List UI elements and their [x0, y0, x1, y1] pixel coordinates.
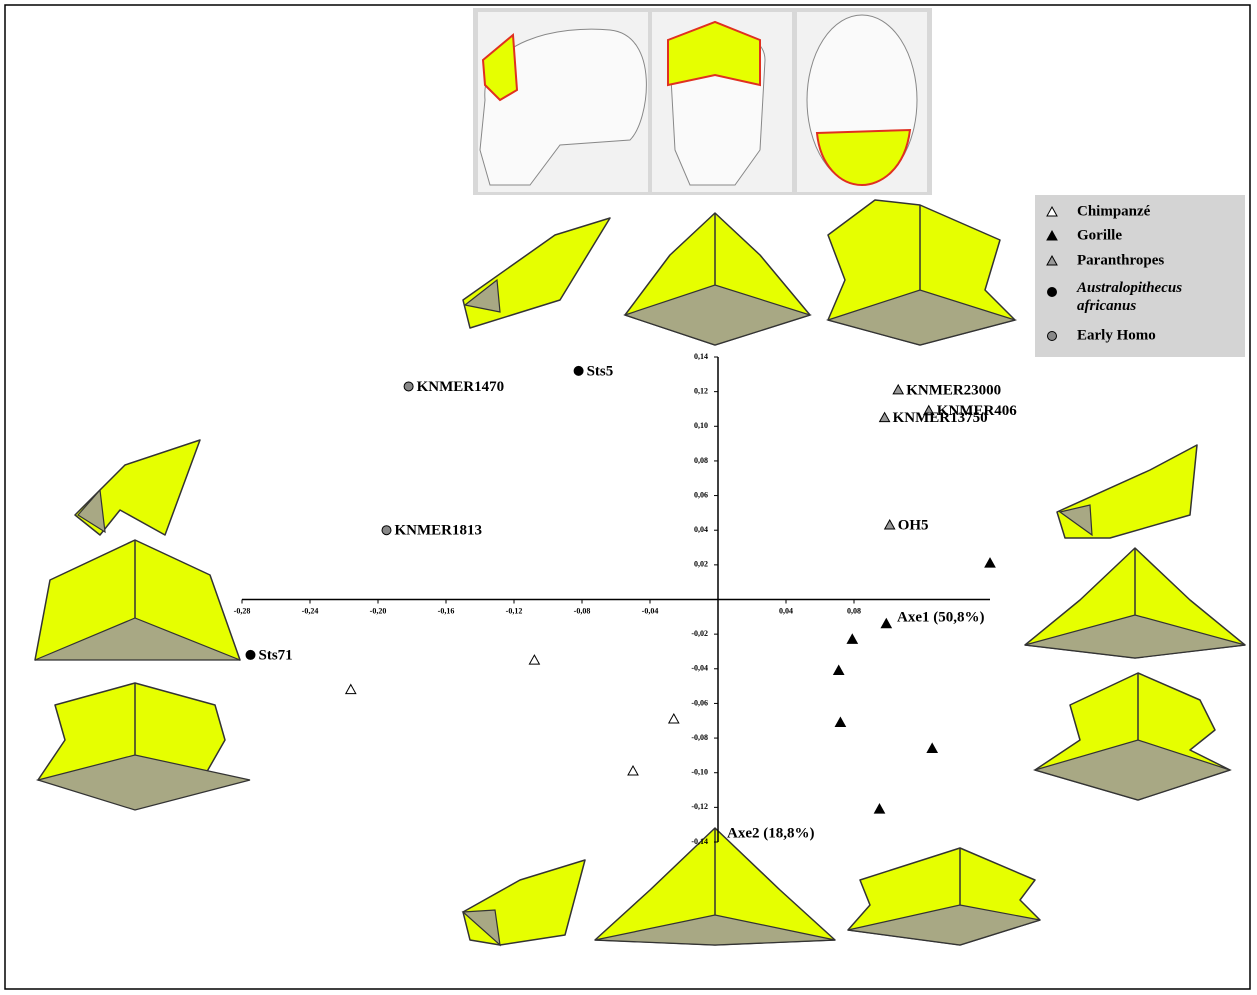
legend-label: Early Homo [1077, 327, 1156, 343]
skull-illustration [473, 8, 932, 195]
y-tick-label: -0,12 [691, 802, 708, 811]
point-label: KNMER13750 [893, 410, 988, 426]
point [984, 557, 996, 568]
x-tick-label: -0,04 [642, 606, 659, 615]
x-tick-label: -0,20 [370, 606, 387, 615]
legend-label: Paranthropes [1077, 252, 1164, 268]
y-tick-label: -0,14 [691, 837, 708, 846]
legend-marker [1046, 254, 1058, 266]
point [846, 633, 859, 644]
x-tick-label: -0,08 [574, 606, 591, 615]
x-tick-label: -0,12 [506, 606, 523, 615]
point-label: Sts71 [259, 647, 293, 663]
point [892, 383, 905, 395]
x-tick-label: -0,28 [234, 606, 251, 615]
point [926, 742, 939, 753]
point [245, 649, 256, 660]
legend-label: Australopithecus africanus [1076, 280, 1182, 314]
y-tick-label: 0,14 [694, 352, 708, 361]
point-label: KNMER23000 [906, 382, 1001, 398]
legend-marker [1047, 287, 1057, 297]
legend-marker [1046, 229, 1058, 241]
point [403, 381, 414, 392]
legend-label: Gorille [1077, 227, 1122, 243]
legend-label: Chimpanzé [1077, 203, 1151, 219]
x-tick-label: 0,04 [779, 606, 793, 615]
point [667, 712, 680, 724]
point-label: KNMER1813 [395, 523, 483, 539]
point [627, 764, 639, 776]
y-axis-label: Axe2 (18,8%) [727, 825, 814, 841]
y-tick-label: 0,12 [694, 386, 708, 395]
y-tick-label: -0,10 [691, 768, 708, 777]
x-axis-label: Axe1 (50,8%) [897, 609, 984, 625]
point-label: KNMER406 [937, 403, 1017, 419]
legend-marker [1047, 331, 1057, 341]
point-label: Sts5 [587, 363, 614, 379]
point [834, 716, 847, 727]
y-tick-label: -0,04 [691, 664, 708, 673]
page-border [4, 4, 1251, 990]
point [528, 654, 541, 665]
y-tick-label: 0,10 [694, 421, 708, 430]
shape-diagrams [34, 199, 1246, 947]
y-tick-label: 0,06 [694, 490, 708, 499]
point-label: OH5 [898, 517, 929, 533]
y-tick-label: -0,02 [691, 629, 708, 638]
x-tick-label: -0,24 [302, 606, 319, 615]
x-tick-label: -0,16 [438, 606, 455, 615]
point [922, 404, 935, 416]
point [878, 411, 891, 423]
y-tick-label: -0,06 [691, 698, 708, 707]
y-tick-label: 0,02 [694, 560, 708, 569]
point [381, 525, 392, 536]
y-tick-label: 0,04 [694, 525, 708, 534]
point [573, 365, 584, 376]
point [883, 518, 896, 530]
legend: Chimpanzé Gorille Paranthropes Australopith… [1035, 195, 1245, 357]
point-label: KNMER1470 [417, 379, 505, 395]
point [832, 664, 845, 676]
legend-marker [1046, 205, 1058, 217]
point [880, 617, 893, 629]
point [344, 683, 357, 695]
point [873, 803, 886, 814]
y-tick-label: 0,08 [694, 456, 708, 465]
y-tick-label: -0,08 [691, 733, 708, 742]
x-tick-label: 0,08 [847, 606, 861, 615]
